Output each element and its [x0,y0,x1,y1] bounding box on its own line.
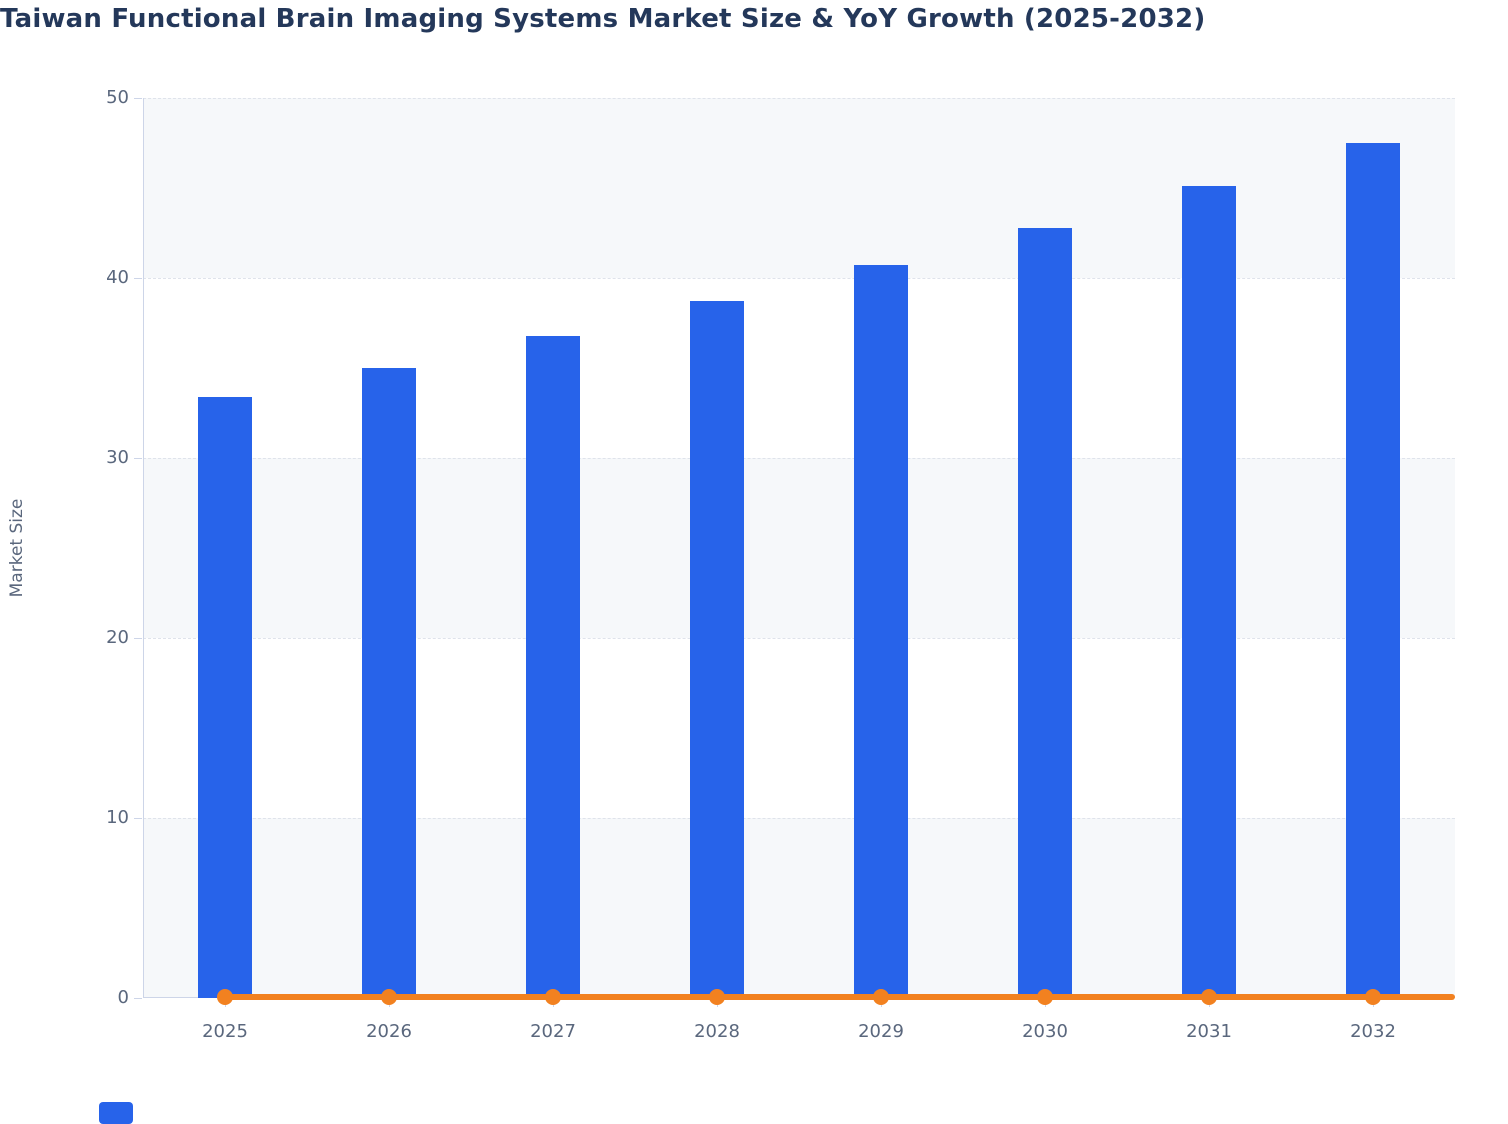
yoy-growth-marker-2026[interactable] [381,989,397,1006]
x-axis-tick-label-2029: 2029 [858,1021,904,1042]
y-axis-tick [134,998,142,999]
x-axis-tick-label-2027: 2027 [530,1021,576,1042]
legend-market-size-swatch[interactable] [99,1102,133,1124]
yoy-growth-marker-2028[interactable] [709,989,725,1006]
bar-2031[interactable] [1182,186,1236,998]
y-axis-title: Market Size [7,498,27,598]
gridline-40 [143,278,1455,279]
y-axis-tick-label: 0 [117,987,129,1008]
bar-2027[interactable] [526,335,580,998]
y-axis-tick-label: 30 [106,447,129,468]
yoy-growth-marker-2032[interactable] [1365,989,1381,1006]
x-axis-tick-label-2030: 2030 [1022,1021,1068,1042]
y-axis-tick-label: 50 [106,87,129,108]
gridline-50 [143,98,1455,99]
gridline-10 [143,818,1455,819]
y-axis-tick [134,458,142,459]
y-axis-tick [134,98,142,99]
yoy-growth-line[interactable] [225,994,1455,1001]
split-band [143,458,1455,638]
bar-2032[interactable] [1346,143,1400,998]
x-axis-tick-label-2032: 2032 [1350,1021,1396,1042]
y-axis-line [143,98,144,998]
bar-2025[interactable] [198,396,252,998]
x-axis-tick-label-2028: 2028 [694,1021,740,1042]
y-axis-tick-label: 10 [106,807,129,828]
bar-2028[interactable] [690,301,744,998]
bar-2029[interactable] [854,265,908,998]
plot-area: 0 10 20 30 40 50 2025 2026 2027 2028 2029 2030 2031 2… [106,88,1455,1042]
yoy-growth-marker-2031[interactable] [1201,989,1217,1006]
split-band [143,818,1455,998]
chart-title: Taiwan Functional Brain Imaging Systems … [0,4,1206,34]
y-axis-tick [134,278,142,279]
y-axis-tick [134,638,142,639]
split-band [143,98,1455,278]
gridline-20 [143,638,1455,639]
x-axis-tick-label-2025: 2025 [202,1021,248,1042]
yoy-growth-marker-2030[interactable] [1037,989,1053,1006]
bar-2030[interactable] [1018,227,1072,998]
yoy-growth-marker-2027[interactable] [545,989,561,1006]
yoy-growth-marker-2029[interactable] [873,989,889,1006]
y-axis-tick [134,818,142,819]
y-axis-tick-label: 20 [106,627,129,648]
bar-2026[interactable] [362,368,416,998]
yoy-growth-marker-2025[interactable] [217,989,233,1006]
gridline-30 [143,458,1455,459]
y-axis-tick-label: 40 [106,267,129,288]
x-axis-tick-label-2026: 2026 [366,1021,412,1042]
x-axis-tick-label-2031: 2031 [1186,1021,1232,1042]
